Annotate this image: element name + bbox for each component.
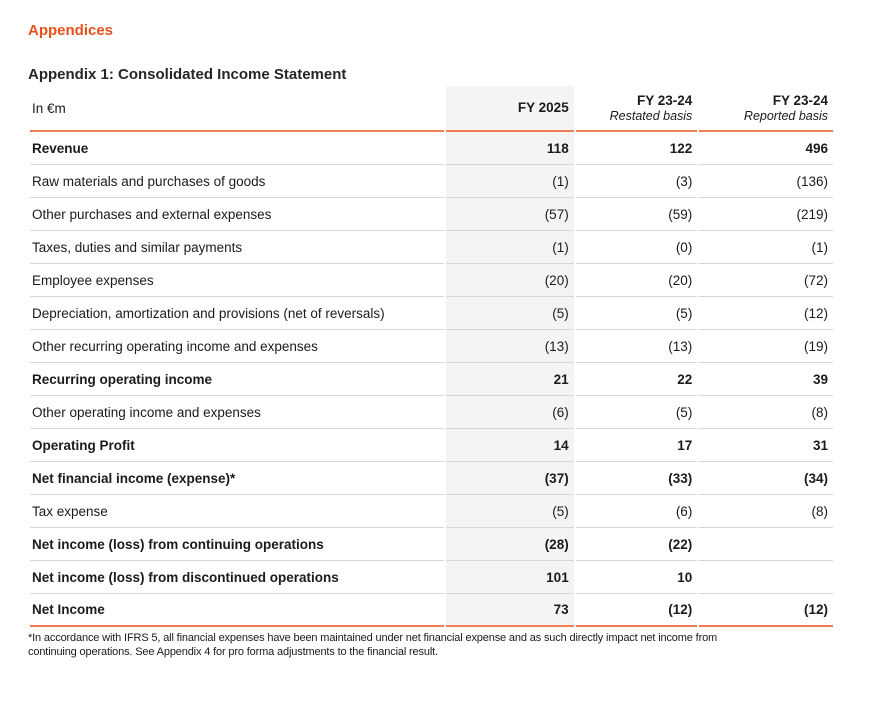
column-header-fy2324-reported: FY 23-24 Reported basis — [699, 86, 833, 132]
cell-restated: (59) — [575, 198, 698, 231]
row-label: Employee expenses — [30, 264, 445, 297]
cell-fy2025: (57) — [446, 198, 574, 231]
cell-reported: (12) — [699, 297, 833, 330]
cell-fy2025: (5) — [446, 297, 574, 330]
cell-fy2025: (20) — [446, 264, 574, 297]
unit-label: In €m — [30, 86, 445, 132]
cell-restated: (12) — [575, 594, 698, 627]
column-header-fy2025-label: FY 2025 — [517, 100, 569, 116]
income-statement-table: In €m FY 2025 FY 23-24 Restated basis FY… — [28, 86, 835, 627]
appendix1-title: Appendix 1: Consolidated Income Statemen… — [28, 66, 347, 83]
row-label: Taxes, duties and similar payments — [30, 231, 445, 264]
table-row-operating-profit: Operating Profit 14 17 31 — [30, 429, 833, 462]
cell-reported: (219) — [699, 198, 833, 231]
row-label: Net income (loss) from continuing operat… — [30, 528, 445, 561]
table-row-net-income-continuing: Net income (loss) from continuing operat… — [30, 528, 833, 561]
footnote: *In accordance with IFRS 5, all financia… — [28, 631, 835, 660]
row-label: Recurring operating income — [30, 363, 445, 396]
cell-reported: (19) — [699, 330, 833, 363]
table-row-other-operating: Other operating income and expenses (6) … — [30, 396, 833, 429]
cell-fy2025: 73 — [446, 594, 574, 627]
column-header-reported-sublabel: Reported basis — [743, 108, 828, 123]
column-header-restated-sublabel: Restated basis — [609, 108, 693, 123]
cell-reported: 39 — [699, 363, 833, 396]
cell-restated: (0) — [575, 231, 698, 264]
cell-fy2025: (28) — [446, 528, 574, 561]
table-row-raw-materials: Raw materials and purchases of goods (1)… — [30, 165, 833, 198]
cell-fy2025: (37) — [446, 462, 574, 495]
footnote-line-1: *In accordance with IFRS 5, all financia… — [28, 632, 718, 644]
cell-reported: (1) — [699, 231, 833, 264]
cell-fy2025: 101 — [446, 561, 574, 594]
row-label: Raw materials and purchases of goods — [30, 165, 445, 198]
row-label: Tax expense — [30, 495, 445, 528]
row-label: Net Income — [30, 594, 445, 627]
cell-fy2025: 118 — [446, 132, 574, 165]
cell-restated: (33) — [575, 462, 698, 495]
cell-fy2025: (1) — [446, 165, 574, 198]
table-row-net-financial-income: Net financial income (expense)* (37) (33… — [30, 462, 833, 495]
cell-reported: (12) — [699, 594, 833, 627]
cell-restated: (5) — [575, 297, 698, 330]
row-label: Other purchases and external expenses — [30, 198, 445, 231]
cell-reported: 31 — [699, 429, 833, 462]
cell-fy2025: (6) — [446, 396, 574, 429]
row-label: Operating Profit — [30, 429, 445, 462]
cell-restated: (22) — [575, 528, 698, 561]
row-label: Other operating income and expenses — [30, 396, 445, 429]
column-header-fy2025: FY 2025 — [446, 86, 574, 132]
row-label: Net financial income (expense)* — [30, 462, 445, 495]
row-label: Net income (loss) from discontinued oper… — [30, 561, 445, 594]
cell-fy2025: (1) — [446, 231, 574, 264]
cell-reported: (8) — [699, 495, 833, 528]
row-label: Other recurring operating income and exp… — [30, 330, 445, 363]
cell-restated: (3) — [575, 165, 698, 198]
cell-restated: 122 — [575, 132, 698, 165]
table-row-taxes-duties: Taxes, duties and similar payments (1) (… — [30, 231, 833, 264]
table-row-net-income: Net Income 73 (12) (12) — [30, 594, 833, 627]
cell-fy2025: (13) — [446, 330, 574, 363]
appendices-heading: Appendices — [28, 22, 114, 39]
column-header-fy2324-restated: FY 23-24 Restated basis — [575, 86, 698, 132]
table-row-other-purchases: Other purchases and external expenses (5… — [30, 198, 833, 231]
cell-reported: 496 — [699, 132, 833, 165]
cell-reported: (8) — [699, 396, 833, 429]
table-row-other-recurring: Other recurring operating income and exp… — [30, 330, 833, 363]
cell-reported — [699, 561, 833, 594]
cell-restated: (13) — [575, 330, 698, 363]
table-header-row: In €m FY 2025 FY 23-24 Restated basis FY… — [30, 86, 833, 132]
column-header-reported-label: FY 23-24 — [772, 93, 828, 109]
cell-reported: (72) — [699, 264, 833, 297]
footnote-line-2: continuing operations. See Appendix 4 fo… — [28, 646, 438, 659]
table-row-tax-expense: Tax expense (5) (6) (8) — [30, 495, 833, 528]
table-row-revenue: Revenue 118 122 496 — [30, 132, 833, 165]
cell-restated: (6) — [575, 495, 698, 528]
cell-fy2025: 21 — [446, 363, 574, 396]
cell-restated: 10 — [575, 561, 698, 594]
cell-restated: (20) — [575, 264, 698, 297]
table-row-recurring-operating-income: Recurring operating income 21 22 39 — [30, 363, 833, 396]
cell-reported: (136) — [699, 165, 833, 198]
row-label: Depreciation, amortization and provision… — [30, 297, 445, 330]
cell-restated: 17 — [575, 429, 698, 462]
cell-fy2025: 14 — [446, 429, 574, 462]
table-row-net-income-discontinued: Net income (loss) from discontinued oper… — [30, 561, 833, 594]
table-row-depreciation: Depreciation, amortization and provision… — [30, 297, 833, 330]
cell-reported: (34) — [699, 462, 833, 495]
cell-restated: (5) — [575, 396, 698, 429]
table-row-employee-expenses: Employee expenses (20) (20) (72) — [30, 264, 833, 297]
column-header-restated-label: FY 23-24 — [637, 93, 693, 109]
cell-restated: 22 — [575, 363, 698, 396]
row-label: Revenue — [30, 132, 445, 165]
cell-fy2025: (5) — [446, 495, 574, 528]
cell-reported — [699, 528, 833, 561]
